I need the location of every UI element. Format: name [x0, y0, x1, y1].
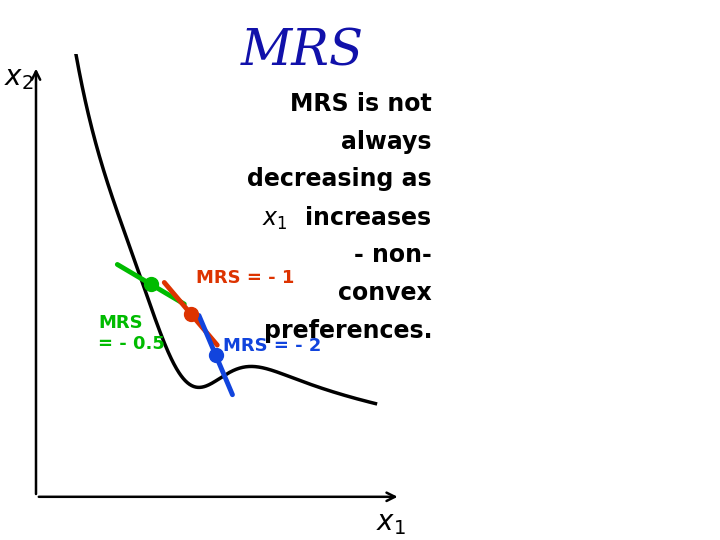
Text: MRS = - 1: MRS = - 1	[196, 269, 294, 287]
Text: MRS is not: MRS is not	[290, 92, 432, 116]
Text: always: always	[341, 130, 432, 153]
Text: - non-: - non-	[354, 243, 432, 267]
Text: $x_2$: $x_2$	[4, 64, 33, 92]
Text: decreasing as: decreasing as	[248, 167, 432, 191]
Text: preferences.: preferences.	[264, 319, 432, 342]
Text: $x_1$: $x_1$	[376, 509, 405, 537]
Text: convex: convex	[338, 281, 432, 305]
Text: $x_1$  increases: $x_1$ increases	[262, 205, 432, 232]
Text: MRS
= - 0.5: MRS = - 0.5	[99, 314, 166, 353]
Text: MRS: MRS	[240, 27, 364, 77]
Text: MRS = - 2: MRS = - 2	[223, 338, 322, 355]
